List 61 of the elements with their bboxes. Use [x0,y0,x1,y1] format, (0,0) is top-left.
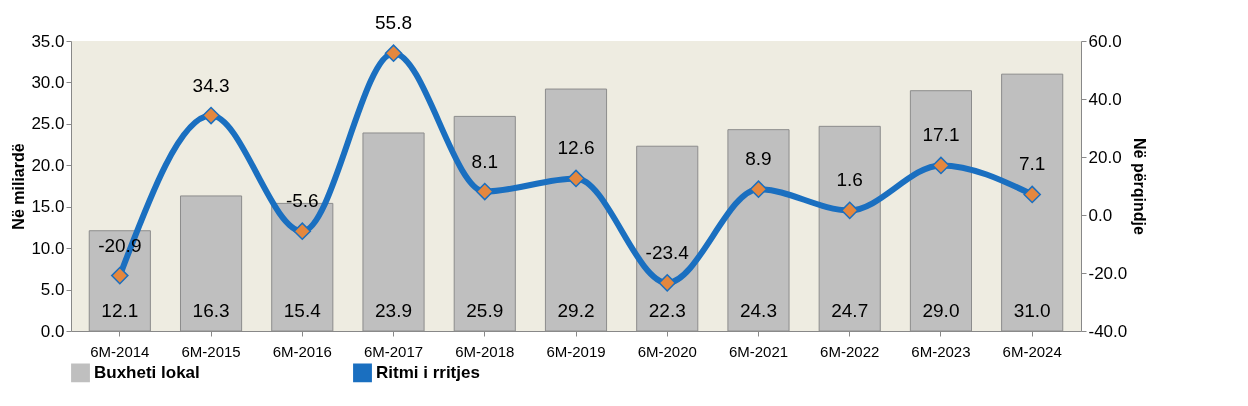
point [840,201,859,220]
legend-label: Buxheti lokal [94,362,200,382]
point [475,182,494,201]
y2-tick-label: 40.0 [1088,89,1122,109]
data-label: -23.4 [645,241,690,263]
data-label: 17.1 [922,124,960,146]
data-label: 22.3 [648,300,686,321]
data-label: 34.3 [192,74,230,96]
y-tick-label: 35.0 [31,31,65,51]
x-tick-label: 6M-2021 [728,342,789,360]
x-tick-label: 6M-2024 [1002,342,1062,360]
y-tick-label: 5.0 [40,280,65,300]
x-tick-label: 6M-2023 [911,342,971,360]
point [932,156,950,175]
point [1023,185,1041,204]
point [384,44,403,62]
x-tick-label: 6M-2018 [455,342,515,360]
x-tick-label: 6M-2022 [820,342,880,360]
data-label: 16.3 [192,300,230,321]
x-tick-label: 6M-2017 [363,342,424,360]
y2-tick-label: 0.0 [1088,205,1113,225]
y2-axis-title: Në përqindje [1131,138,1149,236]
y2-tick-label: -20.0 [1088,263,1128,283]
data-label: 1.6 [836,169,863,191]
y-tick-label: 0.0 [40,321,65,341]
point [658,274,677,292]
y-tick-label: 10.0 [31,238,65,258]
data-label: 7.1 [1018,153,1046,175]
x-tick-label: 6M-2020 [637,342,697,360]
legend-label: Ritmi i rritjes [376,362,480,382]
y-tick-label: 15.0 [31,197,65,217]
point [293,222,312,241]
y2-tick-label: 60.0 [1088,31,1122,51]
data-label: 29.2 [557,300,595,321]
y2-tick-label: -40.0 [1088,321,1128,341]
y-axis-title: Në miliardë [10,143,28,230]
data-label: -5.6 [285,190,319,212]
point [111,266,129,285]
point [202,106,220,125]
y2-tick-label: 20.0 [1088,147,1122,167]
y-tick-label: 30.0 [31,72,65,92]
point [749,180,768,198]
x-tick-label: 6M-2016 [272,342,332,360]
x-tick-label: 6M-2014 [90,342,150,360]
data-label: 8.1 [471,150,498,172]
data-label: 12.1 [101,300,139,321]
point [567,169,585,188]
data-label: 8.9 [745,148,772,170]
data-label: 23.9 [375,300,413,321]
y-tick-label: 20.0 [31,155,65,175]
data-label: 31.0 [1013,300,1051,321]
y-tick-label: 25.0 [31,114,65,134]
x-tick-label: 6M-2019 [546,342,606,360]
data-label: 24.3 [739,300,777,321]
x-tick-label: 6M-2015 [181,342,241,360]
data-label: 15.4 [283,300,322,321]
data-label: 29.0 [922,300,960,321]
data-label: 12.6 [557,137,595,159]
data-label: 25.9 [466,300,504,321]
data-label: 55.8 [375,12,413,34]
data-label: 24.7 [831,300,869,321]
